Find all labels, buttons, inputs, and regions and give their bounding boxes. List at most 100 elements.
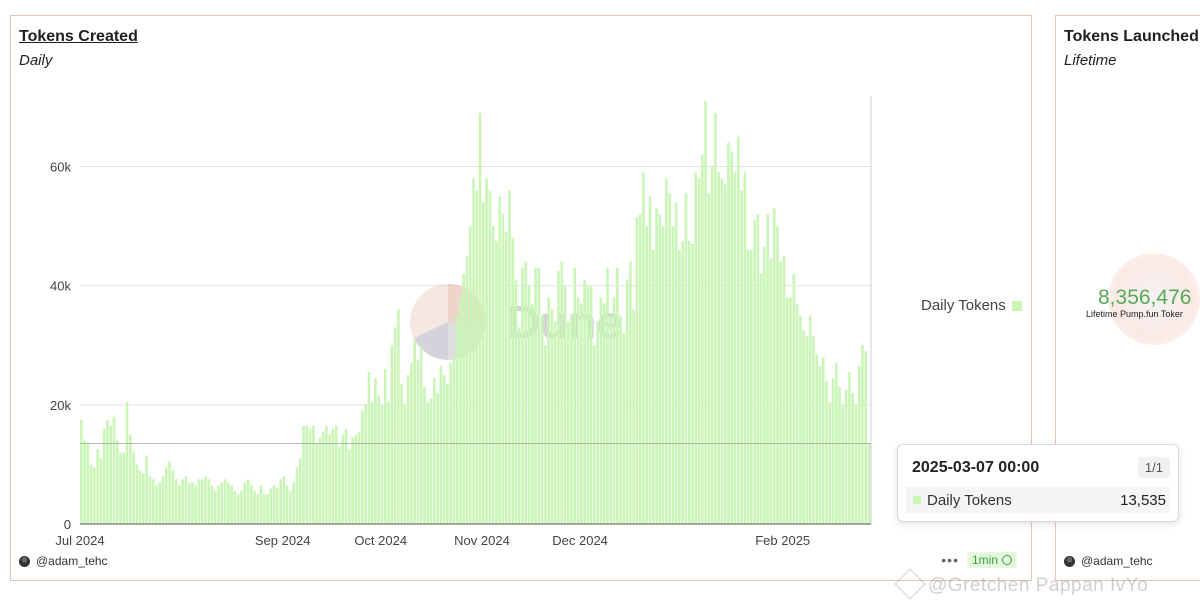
bar [723,184,727,525]
bar [83,440,86,524]
bar [694,172,698,524]
bar [825,381,828,524]
bar [403,404,407,524]
bar [393,327,397,525]
counter-background-circle [1108,253,1200,345]
bar [736,136,740,524]
bar [86,443,90,524]
bar [570,315,573,524]
y-tick-label: 40k [50,279,71,294]
bar [498,196,501,525]
bar [142,473,145,524]
legend-swatch [1011,300,1022,311]
bar [616,267,619,524]
bar [586,285,590,524]
bar [580,303,583,524]
bar [792,273,796,524]
bar [263,494,266,524]
bar [80,419,83,524]
chart-subtitle: Daily [19,52,53,69]
bar [200,479,204,524]
tooltip-pagination[interactable]: 1/1 [1137,457,1170,478]
bar [106,419,109,524]
x-tick-label: Nov 2024 [454,533,510,548]
bar [115,440,119,524]
bar [155,485,158,524]
y-axis-ticks: 0 20k 40k 60k [50,160,71,533]
bar [321,431,325,524]
bar [857,366,861,524]
bar [867,443,871,524]
refresh-badge[interactable]: 1min [966,552,1017,568]
bar [687,240,691,525]
bar [135,464,139,524]
bar [665,178,668,525]
bar [413,339,416,524]
bar [276,488,279,524]
bar [361,410,364,524]
bar [442,375,446,524]
bar [697,178,701,525]
author-handle[interactable]: @adam_tehc [36,554,108,568]
bar [553,321,557,524]
bar [802,330,805,524]
bar [119,452,122,524]
bar [96,449,99,524]
bar [550,309,554,524]
chart-footer: @adam_tehc [19,554,108,568]
bar [815,354,818,524]
bar [230,485,233,524]
bar [390,345,394,524]
bar [776,226,779,524]
chart-legend[interactable]: Daily Tokens [921,297,1022,314]
author-handle[interactable]: @adam_tehc [1081,554,1153,568]
bar [746,249,750,525]
bar [521,267,524,524]
bar [194,485,197,524]
bar [753,220,756,525]
bar [710,166,714,524]
bar [714,112,717,525]
bar [318,437,322,524]
bar [161,476,165,524]
bar [331,428,335,524]
bar [207,479,211,524]
bar [537,267,541,524]
bar [671,226,675,524]
bar [204,476,207,524]
bar [720,178,724,525]
bar [596,321,599,524]
bar [844,389,848,524]
bar [740,190,743,524]
bar [805,336,809,524]
bar [348,449,351,524]
bar [812,336,815,524]
bar [344,428,348,524]
chart-title[interactable]: Tokens Created [19,28,138,45]
image-watermark: @Gretchen Pappan IvYo [928,575,1149,596]
bar [609,315,613,524]
bar [795,303,799,524]
bar [315,443,318,524]
author-avatar[interactable] [19,555,30,567]
bar [129,434,132,525]
counter-subtitle: Lifetime [1064,52,1117,69]
lifetime-tokens-label: Lifetime Pump.fun Toker [1086,309,1183,319]
bar [174,479,178,524]
bar [102,428,106,524]
bar [717,172,720,524]
bar [583,279,586,524]
bar [354,434,358,525]
bar [544,345,547,524]
more-options-icon[interactable]: ••• [941,552,959,568]
bar [227,482,230,524]
author-avatar[interactable] [1064,555,1075,567]
bar [243,482,246,524]
chart-tooltip: 2025-03-07 00:00 1/1 Daily Tokens 13,535 [897,444,1179,522]
counter-title[interactable]: Tokens Launched [1064,28,1199,45]
bar [89,464,93,524]
bar [217,485,220,524]
bar [730,151,733,524]
